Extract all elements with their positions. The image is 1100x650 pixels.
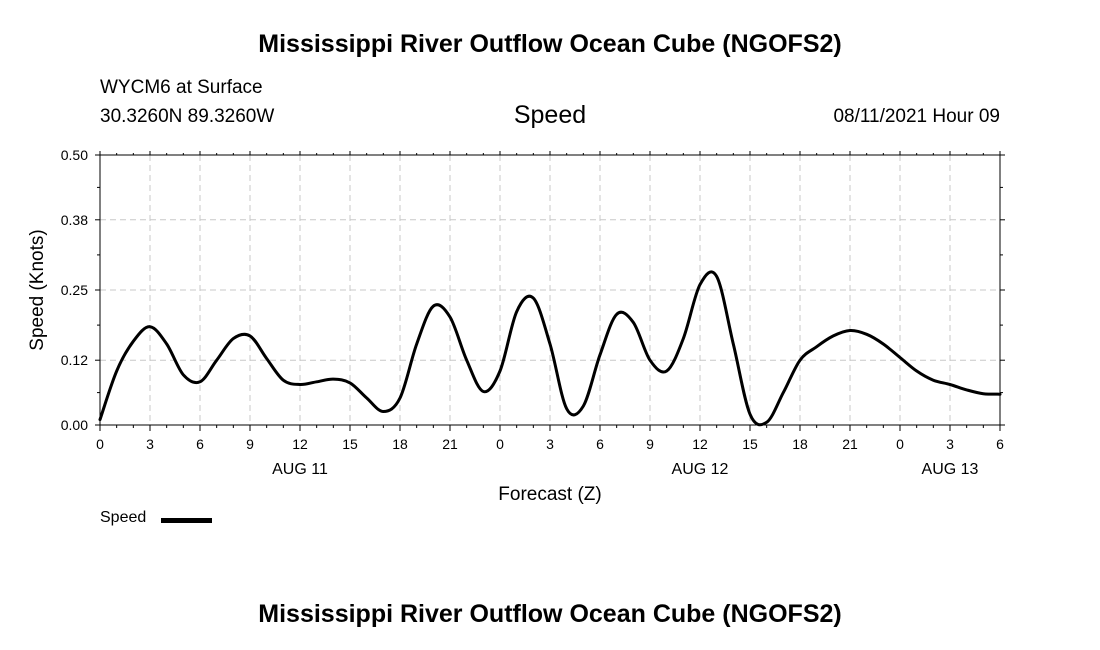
x-day-label: AUG 11 bbox=[272, 461, 328, 478]
x-tick-label: 12 bbox=[292, 436, 308, 452]
grid-lines bbox=[100, 155, 1000, 425]
x-tick-label: 9 bbox=[246, 436, 254, 452]
plot-frame bbox=[99, 154, 1001, 426]
x-tick-label: 15 bbox=[342, 436, 358, 452]
x-tick-label: 3 bbox=[546, 436, 554, 452]
x-tick-label: 9 bbox=[646, 436, 654, 452]
y-tick-label: 0.50 bbox=[61, 147, 88, 163]
y-tick-label: 0.38 bbox=[61, 212, 88, 228]
series-layer bbox=[98, 270, 1002, 427]
y-tick-label: 0.00 bbox=[61, 417, 88, 433]
station-label: WYCM6 at Surface bbox=[100, 77, 263, 98]
x-tick-label: 21 bbox=[442, 436, 458, 452]
x-tick-label: 3 bbox=[146, 436, 154, 452]
chart-title: Speed bbox=[513, 101, 587, 129]
x-day-label: AUG 13 bbox=[922, 461, 979, 478]
x-tick-label: 0 bbox=[96, 436, 104, 452]
x-tick-label: 21 bbox=[842, 436, 858, 452]
x-tick-label: 15 bbox=[742, 436, 758, 452]
x-tick-label: 0 bbox=[896, 436, 904, 452]
x-tick-label: 6 bbox=[996, 436, 1004, 452]
legend-swatch bbox=[161, 518, 212, 523]
y-tick-label: 0.25 bbox=[61, 282, 88, 298]
footer-title: Mississippi River Outflow Ocean Cube (NG… bbox=[258, 600, 842, 628]
x-tick-label: 0 bbox=[496, 436, 504, 452]
speed-chart: 0.00 0.12 0.25 0.38 0.50 0 3 6 9 12 15 18 21 0 3 6 9 12 15… bbox=[27, 147, 1005, 505]
x-tick-label: 3 bbox=[946, 436, 954, 452]
x-tick-label: 6 bbox=[596, 436, 604, 452]
forecast-datetime: 08/11/2021 Hour 09 bbox=[833, 106, 1000, 127]
y-tick-label: 0.12 bbox=[61, 352, 88, 368]
legend-label: Speed bbox=[100, 509, 147, 526]
x-day-label: AUG 12 bbox=[672, 461, 729, 478]
x-tick-label: 18 bbox=[792, 436, 808, 452]
tick-labels: 0.00 0.12 0.25 0.38 0.50 0 3 6 9 12 15 18 21 0 3 6 9 12 15… bbox=[61, 147, 1004, 478]
speed-series-line bbox=[98, 270, 1002, 427]
main-title: Mississippi River Outflow Ocean Cube (NG… bbox=[258, 30, 842, 58]
x-tick-label: 6 bbox=[196, 436, 204, 452]
station-coordinates: 30.3260N 89.3260W bbox=[100, 106, 275, 127]
x-axis-label: Forecast (Z) bbox=[498, 484, 601, 505]
y-axis-label: Speed (Knots) bbox=[27, 229, 48, 350]
x-tick-label: 18 bbox=[392, 436, 408, 452]
x-tick-label: 12 bbox=[692, 436, 708, 452]
